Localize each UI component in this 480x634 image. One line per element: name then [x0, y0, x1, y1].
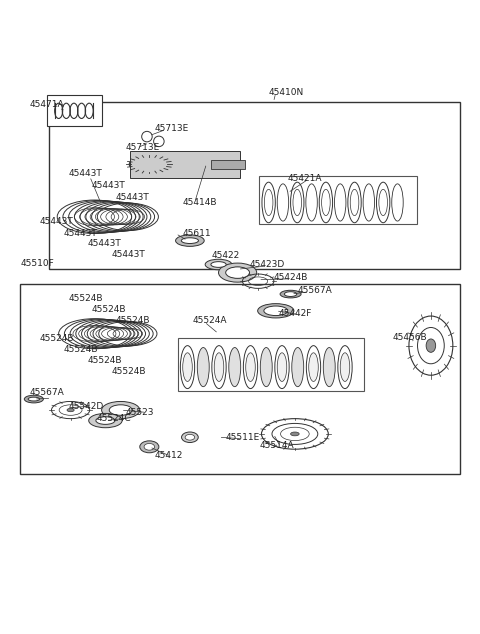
Ellipse shape [323, 347, 335, 387]
Ellipse shape [284, 292, 297, 297]
Text: 45524C: 45524C [97, 413, 132, 423]
Text: 45421A: 45421A [288, 174, 322, 183]
Ellipse shape [211, 262, 226, 268]
FancyBboxPatch shape [130, 151, 240, 178]
Text: 45511E: 45511E [226, 433, 260, 442]
Ellipse shape [280, 290, 301, 298]
Text: 45443T: 45443T [87, 240, 121, 249]
Text: 45523: 45523 [125, 408, 154, 417]
Text: 45443T: 45443T [63, 228, 97, 238]
Text: 45443T: 45443T [111, 250, 145, 259]
Text: 45524B: 45524B [68, 294, 103, 303]
Ellipse shape [258, 304, 294, 318]
Ellipse shape [102, 401, 140, 418]
Text: 45514A: 45514A [259, 441, 294, 450]
Ellipse shape [176, 235, 204, 247]
Text: 45524B: 45524B [39, 334, 74, 343]
Ellipse shape [109, 404, 132, 415]
Text: 45524B: 45524B [63, 345, 98, 354]
Text: 45443T: 45443T [92, 181, 126, 190]
Ellipse shape [96, 417, 115, 424]
Text: 45524B: 45524B [87, 356, 122, 365]
Text: 45443T: 45443T [39, 217, 73, 226]
Ellipse shape [218, 263, 257, 282]
Ellipse shape [89, 413, 122, 428]
Ellipse shape [426, 339, 436, 353]
Ellipse shape [185, 434, 195, 440]
Text: 45410N: 45410N [269, 88, 304, 97]
Text: 45713E: 45713E [154, 124, 188, 133]
Ellipse shape [214, 353, 224, 382]
Ellipse shape [24, 395, 43, 403]
Text: 45611: 45611 [183, 229, 211, 238]
Text: 45424B: 45424B [274, 273, 308, 282]
FancyBboxPatch shape [47, 95, 102, 126]
Ellipse shape [264, 306, 288, 316]
Text: 45542D: 45542D [68, 402, 104, 411]
Ellipse shape [292, 347, 304, 387]
Text: 45423D: 45423D [250, 260, 285, 269]
Ellipse shape [28, 397, 39, 401]
Text: 45524A: 45524A [192, 316, 227, 325]
Text: 45713E: 45713E [125, 143, 160, 152]
Ellipse shape [144, 443, 155, 450]
Ellipse shape [67, 408, 74, 411]
Text: 45443T: 45443T [68, 169, 102, 178]
FancyBboxPatch shape [21, 283, 459, 474]
Text: 45442F: 45442F [278, 309, 312, 318]
Ellipse shape [290, 432, 299, 436]
Ellipse shape [246, 353, 255, 382]
Ellipse shape [181, 432, 198, 443]
Text: 45524B: 45524B [111, 367, 145, 376]
Text: 45567A: 45567A [30, 388, 65, 397]
Text: 45456B: 45456B [393, 333, 427, 342]
Text: 45510F: 45510F [21, 259, 54, 268]
Text: 45443T: 45443T [116, 193, 150, 202]
Ellipse shape [183, 353, 192, 382]
Ellipse shape [229, 347, 240, 387]
Ellipse shape [260, 347, 272, 387]
Ellipse shape [226, 267, 250, 278]
Ellipse shape [140, 441, 159, 453]
Ellipse shape [181, 238, 199, 243]
Text: 45414B: 45414B [183, 198, 217, 207]
Ellipse shape [309, 353, 318, 382]
Ellipse shape [340, 353, 350, 382]
Ellipse shape [277, 353, 287, 382]
Ellipse shape [205, 259, 232, 269]
Text: 45422: 45422 [211, 252, 240, 261]
Ellipse shape [197, 347, 209, 387]
Text: 45524B: 45524B [92, 306, 127, 314]
FancyBboxPatch shape [49, 102, 459, 269]
Text: 45412: 45412 [154, 451, 182, 460]
Text: 45567A: 45567A [297, 287, 332, 295]
Text: 45524B: 45524B [116, 316, 150, 325]
FancyBboxPatch shape [211, 160, 245, 169]
Text: 45471A: 45471A [30, 100, 65, 109]
